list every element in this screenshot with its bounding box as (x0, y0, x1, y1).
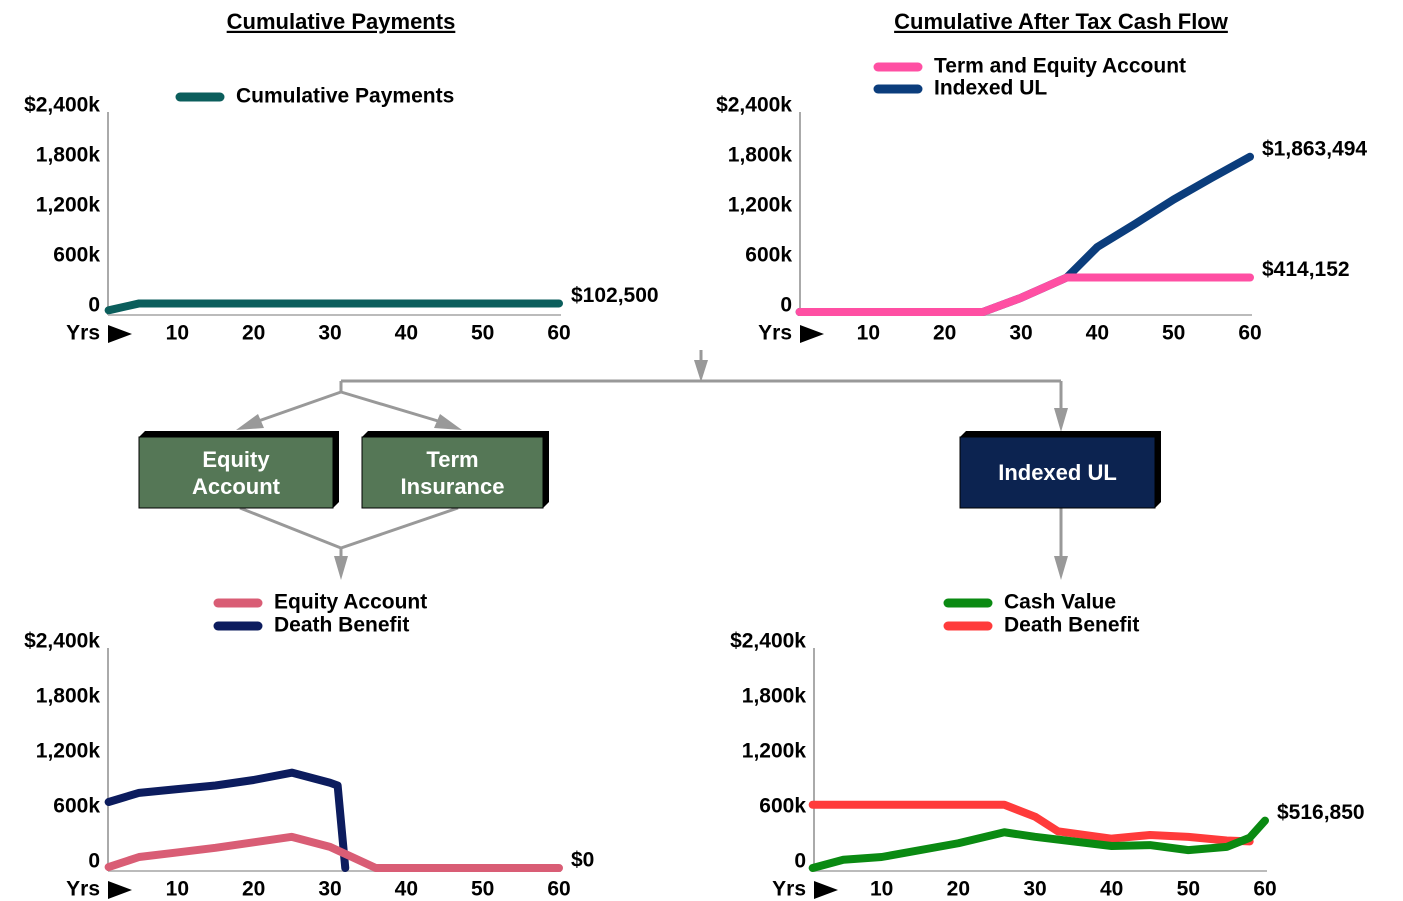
x-tick-label: 50 (1177, 878, 1200, 901)
x-tick-label: 20 (242, 878, 265, 901)
value-label: $1,863,494 (1262, 137, 1367, 160)
x-tick-label: 30 (1009, 322, 1032, 345)
series-line (104, 299, 563, 315)
x-tick-label: 20 (947, 878, 970, 901)
x-tick-label: 40 (395, 322, 418, 345)
y-tick-label: 0 (780, 294, 792, 317)
y-tick-label: 1,200k (742, 740, 807, 763)
x-tick-label: 40 (1100, 878, 1123, 901)
series-line (795, 273, 1254, 316)
x-tick-label: 20 (933, 322, 956, 345)
node-label: Equity Account (192, 446, 280, 499)
node-boxes (138, 431, 1161, 509)
x-axis-arrow (108, 325, 132, 343)
x-tick-label: 40 (1086, 322, 1109, 345)
y-tick-label: 0 (88, 850, 100, 873)
series-line (808, 816, 1269, 872)
y-tick-label: 600k (53, 244, 100, 267)
chart-title: Cumulative After Tax Cash Flow (894, 9, 1229, 34)
y-tick-label: 0 (88, 294, 100, 317)
series-line (795, 152, 1254, 316)
x-tick-label: 10 (166, 878, 189, 901)
chart-title: Cumulative Payments (227, 9, 456, 34)
value-label: $414,152 (1262, 258, 1350, 281)
x-tick-label: 60 (1253, 878, 1276, 901)
legend-label: Indexed UL (934, 77, 1047, 100)
legend-label: Cumulative Payments (236, 85, 454, 108)
series-line (104, 832, 563, 872)
value-label: $102,500 (571, 284, 659, 307)
value-label: $516,850 (1277, 801, 1365, 824)
x-tick-label: 10 (166, 322, 189, 345)
x-tick-label: 10 (870, 878, 893, 901)
legend-label: Death Benefit (274, 614, 409, 637)
x-tick-label: 20 (242, 322, 265, 345)
node-label: Indexed UL (998, 460, 1117, 485)
x-axis-arrow (800, 325, 824, 343)
arrow-heads (236, 360, 1068, 580)
y-tick-label: 1,800k (728, 144, 793, 167)
x-axis-label: Yrs (758, 322, 792, 345)
x-tick-label: 50 (1162, 322, 1185, 345)
x-tick-label: 10 (857, 322, 880, 345)
x-tick-label: 30 (318, 322, 341, 345)
y-tick-label: 1,200k (36, 194, 101, 217)
y-tick-label: $2,400k (24, 94, 100, 117)
y-tick-label: 1,800k (36, 685, 101, 708)
y-tick-label: 1,200k (728, 194, 793, 217)
y-tick-label: 1,800k (36, 144, 101, 167)
x-axis-arrow (814, 881, 838, 899)
legend-label: Death Benefit (1004, 614, 1139, 637)
x-tick-label: 60 (547, 322, 570, 345)
x-axis-label: Yrs (772, 878, 806, 901)
legend-label: Equity Account (274, 591, 427, 614)
node-label: Term Insurance (400, 446, 505, 499)
x-tick-label: 50 (471, 878, 494, 901)
y-tick-label: 600k (745, 244, 792, 267)
series-line (104, 768, 350, 872)
y-tick-label: $2,400k (716, 94, 792, 117)
x-tick-label: 60 (1238, 322, 1261, 345)
x-tick-label: 60 (547, 878, 570, 901)
x-tick-label: 30 (318, 878, 341, 901)
x-axis-arrow (108, 881, 132, 899)
y-tick-label: 1,800k (742, 685, 807, 708)
x-axis-label: Yrs (66, 322, 100, 345)
y-tick-label: 600k (759, 795, 806, 818)
x-tick-label: 40 (395, 878, 418, 901)
legend-label: Cash Value (1004, 591, 1116, 614)
y-tick-label: 0 (794, 850, 806, 873)
value-label: $0 (571, 849, 594, 872)
x-tick-label: 50 (471, 322, 494, 345)
x-tick-label: 30 (1023, 878, 1046, 901)
series-line (808, 800, 1254, 846)
legend-label: Term and Equity Account (934, 55, 1186, 78)
y-tick-label: $2,400k (24, 630, 100, 653)
node: Equity Account (139, 437, 333, 508)
y-tick-label: $2,400k (730, 630, 806, 653)
y-tick-label: 600k (53, 795, 100, 818)
node: Term Insurance (362, 437, 543, 508)
x-axis-label: Yrs (66, 878, 100, 901)
y-tick-label: 1,200k (36, 740, 101, 763)
node: Indexed UL (960, 437, 1155, 508)
